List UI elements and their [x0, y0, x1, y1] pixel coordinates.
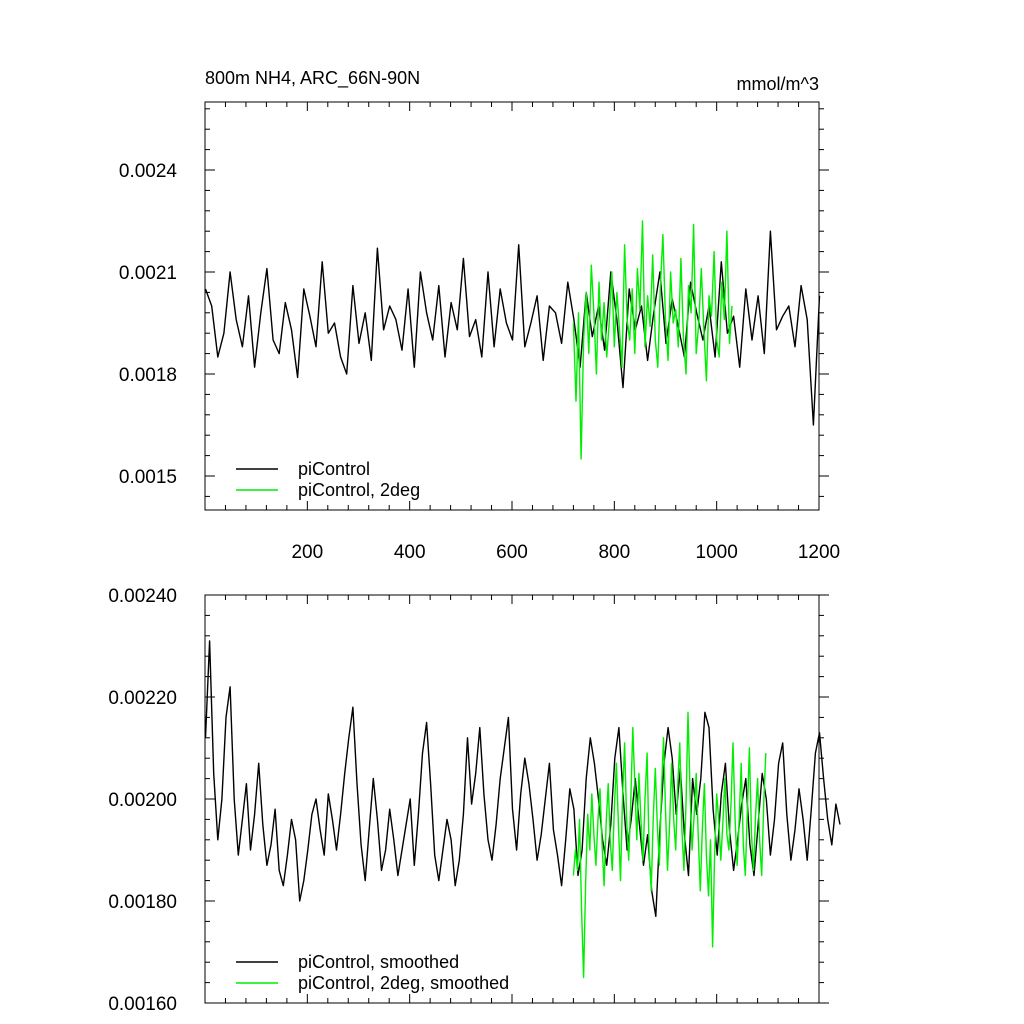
bottom-series-layer: [204, 640, 841, 979]
legend-label: piControl, 2deg: [298, 480, 420, 500]
x-tick-label: 200: [291, 542, 323, 563]
top-series-layer: [204, 220, 821, 460]
x-tick-label: 400: [394, 542, 426, 563]
x-tick-label: 600: [496, 542, 528, 563]
y-tick-label: 0.0015: [119, 467, 177, 488]
series-line-picontrol: [204, 640, 841, 917]
legend-label: piControl: [298, 459, 370, 479]
chart-units: mmol/m^3: [737, 74, 819, 94]
y-tick-label: 0.00180: [108, 892, 177, 913]
top-plot-frame: [204, 101, 820, 511]
bottom-chart-panel: 0.00160 0.00180 0.00200 0.00220 0.00240 piCo…: [108, 586, 841, 1015]
chart-title: 800m NH4, ARC_66N-90N: [205, 68, 420, 89]
x-tick-label: 1200: [798, 542, 840, 563]
y-tick-label: 0.0021: [119, 263, 177, 284]
y-tick-label: 0.00240: [108, 586, 177, 607]
y-tick-label: 0.00220: [108, 688, 177, 709]
bottom-tick-layer: 0.00160 0.00180 0.00200 0.00220 0.00240: [108, 586, 829, 1015]
series-line-picontrol: [204, 230, 821, 426]
top-chart-panel: 800m NH4, ARC_66N-90N mmol/m^3 200 400 600…: [119, 68, 840, 563]
legend-label: piControl, 2deg, smoothed: [298, 973, 509, 993]
top-tick-layer: 200 400 600 800 1000 1200 0.0015 0.0018 0.0021 0.…: [119, 102, 840, 563]
series-line-picontrol-2deg: [572, 220, 733, 460]
y-tick-label: 0.0024: [119, 161, 178, 182]
y-tick-label: 0.0018: [119, 365, 177, 386]
y-tick-label: 0.00160: [108, 994, 177, 1015]
legend-label: piControl, smoothed: [298, 952, 459, 972]
x-tick-label: 1000: [696, 542, 738, 563]
y-tick-label: 0.00200: [108, 790, 177, 811]
series-line-picontrol-2deg: [572, 711, 767, 979]
x-tick-label: 800: [598, 542, 630, 563]
